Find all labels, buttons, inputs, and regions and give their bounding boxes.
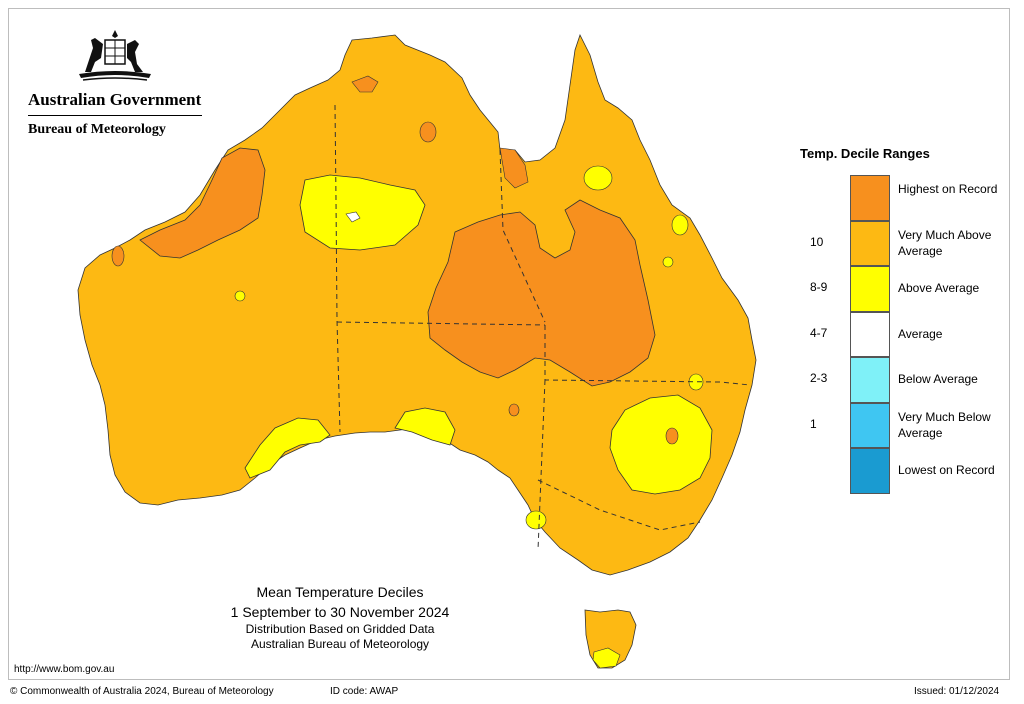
coat-of-arms-icon <box>79 30 151 81</box>
government-name: Australian Government <box>28 90 202 116</box>
map-period: 1 September to 30 November 2024 <box>230 604 450 620</box>
legend-row: Highest on Record <box>790 175 1010 221</box>
copyright-text: © Commonwealth of Australia 2024, Bureau… <box>10 686 274 697</box>
central-record-region <box>427 199 656 387</box>
bureau-name: Bureau of Meteorology <box>28 122 166 137</box>
legend-row: 8-9 Above Average <box>790 266 1010 312</box>
legend-title: Temp. Decile Ranges <box>800 146 930 161</box>
nt-sa-border <box>336 321 546 326</box>
east-coast-above-spot <box>671 214 689 236</box>
issued-date: Issued: 01/12/2024 <box>914 686 1000 697</box>
map-subtitle-2: Australian Bureau of Meteorology <box>250 637 430 651</box>
map-title: Mean Temperature Deciles <box>256 584 424 600</box>
nt-qld-border <box>499 149 546 323</box>
legend-decile: 8-9 <box>810 280 828 294</box>
nsw-vic-border <box>537 479 701 531</box>
sa-coast-above-average <box>244 417 331 479</box>
nt-average-spot <box>345 211 361 223</box>
legend-swatch <box>850 175 890 221</box>
legend-row: 1 Very Much Below Average <box>790 402 1010 448</box>
footer: © Commonwealth of Australia 2024, Bureau… <box>0 684 1024 704</box>
wa-above-spot <box>234 290 246 302</box>
east-above-spot <box>662 256 674 268</box>
qld-above-spot <box>583 165 613 191</box>
legend-label: Above Average <box>898 281 980 295</box>
legend-swatch <box>850 402 890 448</box>
legend-swatch <box>850 311 890 357</box>
legend-decile: 2-3 <box>810 371 828 385</box>
legend-row: 2-3 Below Average <box>790 357 1010 403</box>
nsw-above-average <box>609 394 713 495</box>
sa-record-patch <box>508 403 520 417</box>
vic-above-spot <box>525 510 547 530</box>
legend-row: 4-7 Average <box>790 311 1010 357</box>
northern-record-patch <box>351 75 379 93</box>
legend-label: Below Average <box>898 372 978 386</box>
wa-border <box>334 104 341 433</box>
legend-swatch <box>850 357 890 403</box>
legend-rows: Highest on Record 10 Very Much Above Avera… <box>790 175 1010 494</box>
legend-decile: 4-7 <box>810 325 828 340</box>
id-code-text: ID code: AWAP <box>330 686 399 697</box>
bight-above-average <box>394 407 456 446</box>
map-caption: Mean Temperature Deciles 1 September to … <box>180 582 500 652</box>
legend: Temp. Decile Ranges Highest on Record 10 V… <box>790 146 1010 494</box>
nsw-record-spot <box>665 427 679 445</box>
legend-row: Lowest on Record <box>790 448 1010 494</box>
legend-swatch <box>850 220 890 266</box>
legend-decile: 10 <box>810 234 824 249</box>
kimberley-record-region <box>139 147 266 259</box>
gulf-record-patch <box>499 147 529 189</box>
legend-label: Highest on Record <box>898 182 998 196</box>
legend-row: 10 Very Much Above Average <box>790 220 1010 266</box>
map-subtitle-1: Distribution Based on Gridded Data <box>245 622 435 636</box>
legend-label: Lowest on Record <box>898 463 995 477</box>
sa-qld-nsw-border <box>544 325 751 386</box>
legend-decile: 1 <box>810 416 817 431</box>
sa-vic-border <box>537 379 546 551</box>
legend-label: Very Much Above Average <box>898 227 992 258</box>
wa-record-patch <box>111 245 125 267</box>
tasmania-above-average <box>592 647 621 669</box>
legend-label: Average <box>898 326 943 341</box>
nt-above-average <box>299 174 426 251</box>
legend-swatch <box>850 448 890 494</box>
legend-label: Very Much Below Average <box>898 409 991 440</box>
nt-record-patch <box>419 121 437 143</box>
state-borders <box>334 104 751 551</box>
bom-url[interactable]: http://www.bom.gov.au <box>14 664 115 675</box>
government-logo: Australian Government Bureau of Meteorol… <box>20 28 210 138</box>
legend-swatch <box>850 266 890 312</box>
